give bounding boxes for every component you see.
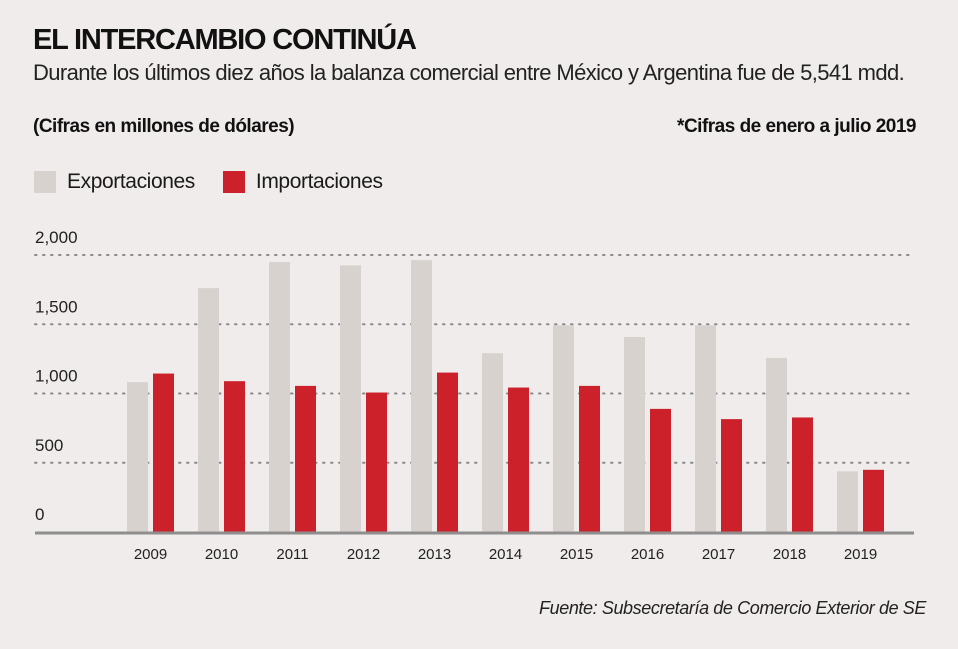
bar-exportaciones-2009 — [127, 382, 148, 532]
x-tick-label: 2017 — [702, 546, 735, 563]
legend-label-exportaciones: Exportaciones — [67, 170, 195, 193]
x-tick-label: 2013 — [418, 546, 451, 563]
source-note: Fuente: Subsecretaría de Comercio Exteri… — [539, 598, 926, 618]
gridlines — [34, 254, 914, 464]
bar-importaciones-2017 — [721, 419, 742, 532]
x-tick-label: 2010 — [205, 546, 238, 563]
bar-exportaciones-2017 — [695, 325, 716, 532]
period-note: *Cifras de enero a julio 2019 — [677, 116, 916, 137]
chart-title: EL INTERCAMBIO CONTINÚA — [33, 24, 417, 56]
y-axis-ticks: 0 500 1,000 1,500 2,000 — [35, 228, 78, 524]
x-tick-label: 2016 — [631, 546, 664, 563]
x-tick-label: 2014 — [489, 546, 522, 563]
legend-label-importaciones: Importaciones — [255, 170, 383, 193]
bar-exportaciones-2012 — [340, 265, 361, 532]
x-axis-ticks: 2009 2010 2011 2012 2013 2014 2015 2016 2017 2018… — [134, 546, 877, 563]
bar-exportaciones-2018 — [766, 357, 787, 532]
x-tick-label: 2018 — [773, 546, 806, 563]
x-tick-label: 2009 — [134, 546, 167, 563]
y-tick-label: 2,000 — [35, 228, 78, 247]
x-tick-label: 2012 — [347, 546, 380, 563]
bar-importaciones-2013 — [437, 372, 458, 532]
bar-importaciones-2010 — [224, 381, 245, 532]
bar-exportaciones-2013 — [411, 260, 432, 532]
x-tick-label: 2011 — [276, 546, 308, 563]
bar-exportaciones-2011 — [269, 262, 290, 532]
chart-subtitle: Durante los últimos diez años la balanza… — [33, 60, 905, 85]
bar-exportaciones-2014 — [482, 353, 503, 532]
bars — [127, 260, 884, 532]
y-tick-label: 1,500 — [35, 297, 78, 316]
bar-importaciones-2015 — [579, 385, 600, 532]
y-tick-label: 0 — [35, 505, 44, 524]
bar-exportaciones-2010 — [198, 288, 219, 532]
legend-swatch-exportaciones — [34, 171, 56, 193]
bar-exportaciones-2015 — [553, 325, 574, 532]
bar-importaciones-2009 — [153, 373, 174, 532]
x-tick-label: 2019 — [844, 546, 877, 563]
y-tick-label: 1,000 — [35, 367, 78, 386]
bar-importaciones-2011 — [295, 385, 316, 532]
y-tick-label: 500 — [35, 436, 63, 455]
legend-swatch-importaciones — [222, 171, 245, 193]
x-tick-label: 2015 — [560, 546, 593, 563]
legend: Exportaciones Importaciones — [34, 170, 411, 194]
bar-importaciones-2016 — [650, 408, 671, 532]
legend-item-exportaciones: Exportaciones — [34, 170, 195, 194]
bar-importaciones-2018 — [792, 417, 813, 532]
units-note: (Cifras en millones de dólares) — [33, 116, 295, 137]
bar-exportaciones-2016 — [624, 336, 645, 532]
bar-importaciones-2012 — [366, 392, 387, 532]
bar-importaciones-2019 — [863, 469, 884, 532]
bar-exportaciones-2019 — [837, 471, 858, 532]
legend-item-importaciones: Importaciones — [222, 170, 383, 194]
bar-importaciones-2014 — [508, 387, 529, 532]
